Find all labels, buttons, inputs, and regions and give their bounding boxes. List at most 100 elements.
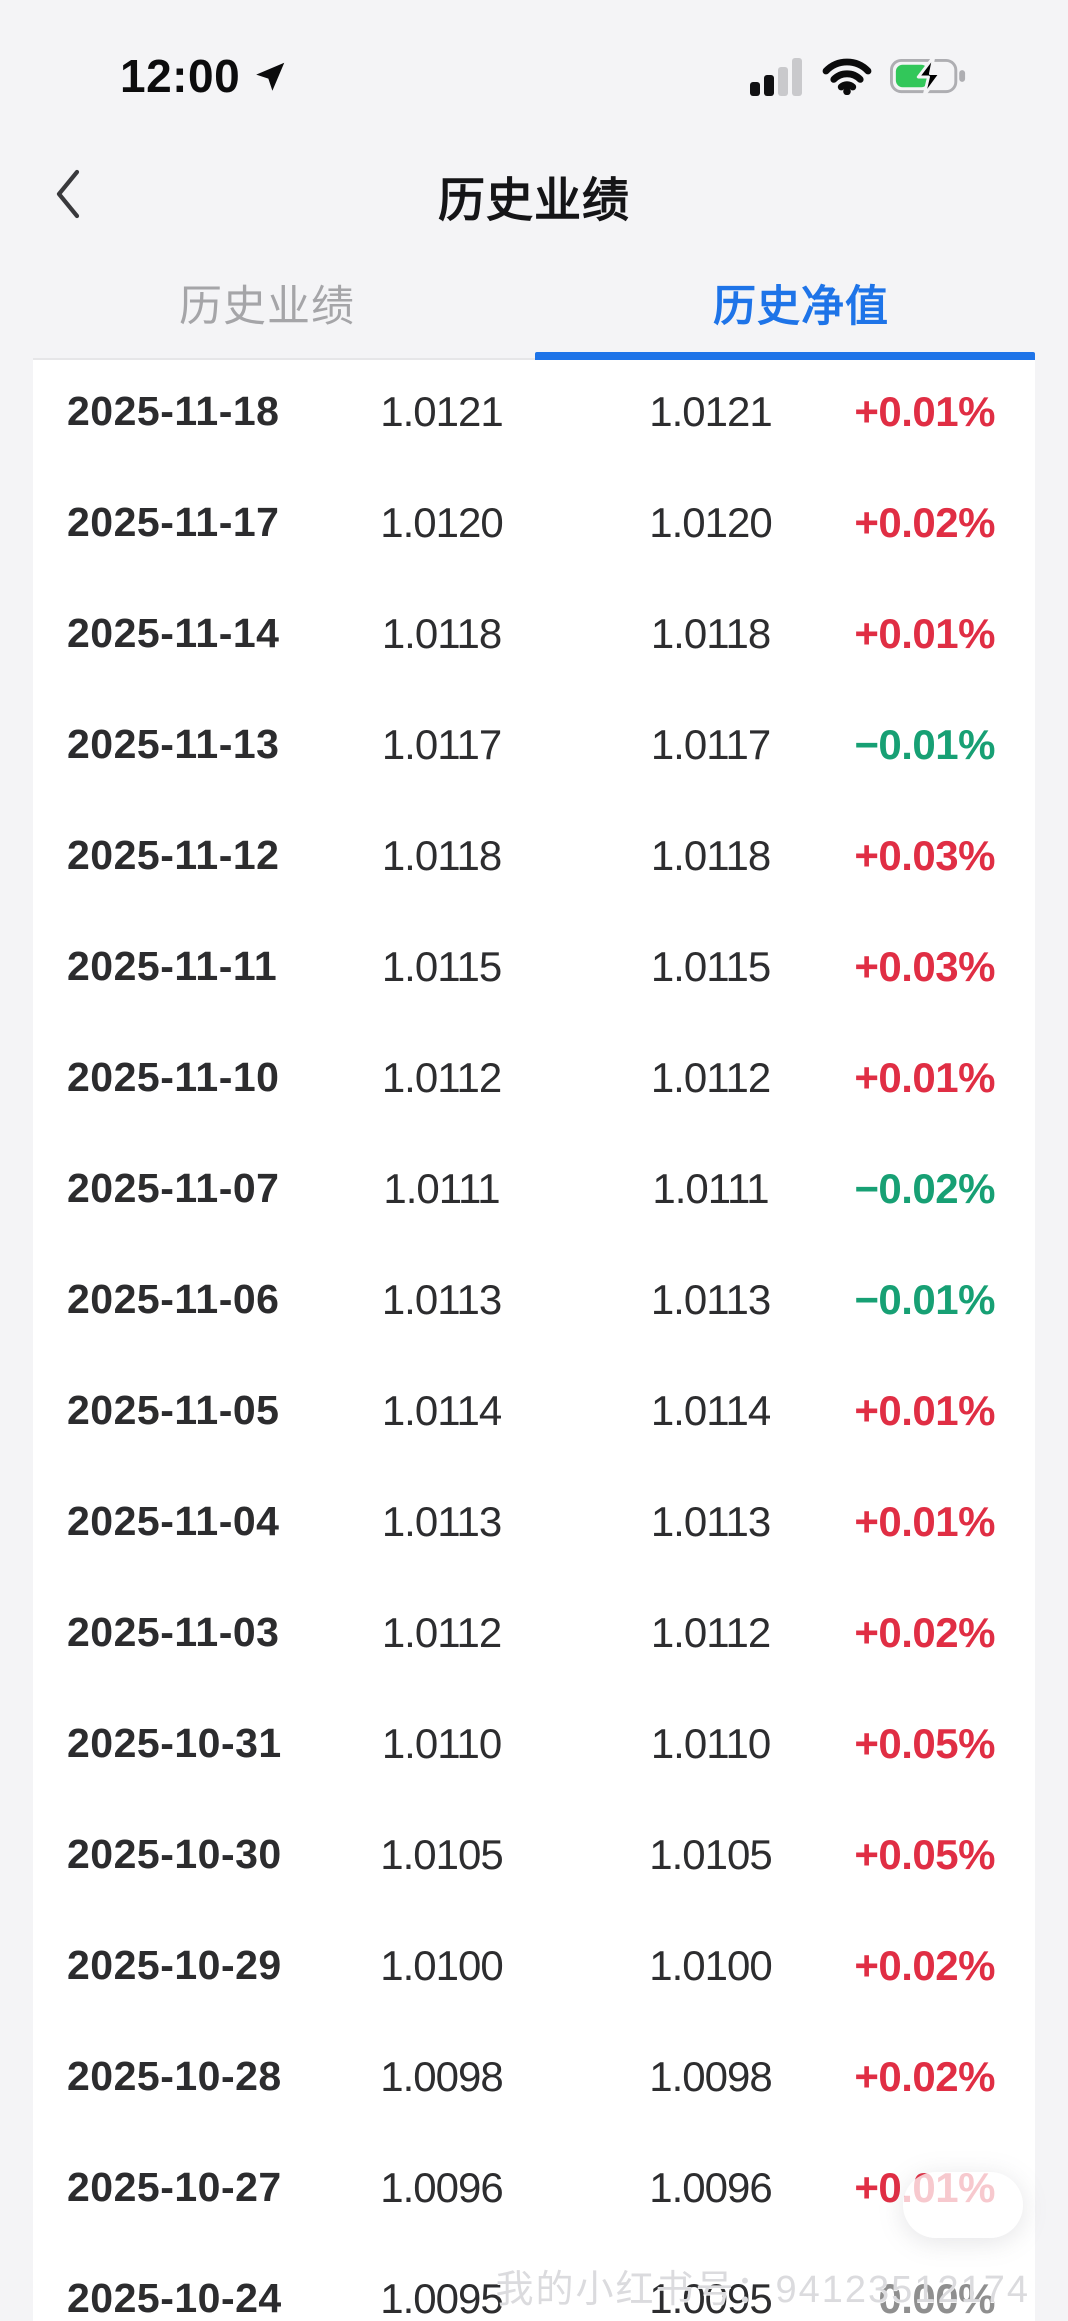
acc-nav-cell: 1.0096 [649,2163,772,2211]
table-row: 2025-11-17 1.0120 1.0120 +0.02% [33,467,1035,578]
date-cell: 2025-11-11 [67,943,278,989]
table-row: 2025-11-14 1.0118 1.0118 +0.01% [33,578,1035,689]
table-row: 2025-10-27 1.0096 1.0096 +0.01% [33,2132,1035,2243]
status-icons [750,44,968,108]
date-cell: 2025-11-04 [67,1498,280,1544]
date-cell: 2025-11-03 [67,1609,280,1655]
table-row: 2025-11-06 1.0113 1.0113 −0.01% [33,1244,1035,1355]
status-time: 12:00 [120,50,241,102]
table-row: 2025-11-07 1.0111 1.0111 −0.02% [33,1133,1035,1244]
nav-value-cell: 1.0100 [380,1941,503,1989]
page-title: 历史业绩 [438,173,630,227]
daily-change-cell: +0.01% [854,1053,995,1101]
daily-change-cell: +0.03% [854,831,995,879]
floating-widget[interactable] [903,2172,1023,2238]
nav-value-cell: 1.0121 [380,387,503,435]
date-cell: 2025-10-24 [67,2275,282,2321]
nav-bar: 历史业绩 [0,150,1068,242]
acc-nav-cell: 1.0112 [650,1053,771,1101]
tab-bottom-divider [33,358,1035,360]
nav-value-cell: 1.0113 [381,1497,502,1545]
date-cell: 2025-10-31 [67,1720,282,1766]
acc-nav-cell: 1.0110 [650,1719,771,1767]
nav-value-cell: 1.0098 [380,2052,503,2100]
nav-value-cell: 1.0111 [383,1164,500,1212]
wifi-icon [822,57,872,95]
daily-change-cell: −0.01% [854,1275,995,1323]
nav-value-cell: 1.0112 [381,1608,502,1656]
nav-value-cell: 1.0113 [381,1275,502,1323]
acc-nav-cell: 1.0115 [650,942,771,990]
location-arrow-icon [252,59,288,95]
date-cell: 2025-10-30 [67,1831,282,1877]
nav-value-cell: 1.0118 [381,609,502,657]
cellular-signal-icon [750,56,804,96]
daily-change-cell: 0.00% [878,2274,995,2321]
tab-history-performance[interactable]: 历史业绩 [179,283,355,331]
acc-nav-cell: 1.0118 [650,609,771,657]
nav-value-cell: 1.0114 [381,1386,502,1434]
date-cell: 2025-11-18 [67,388,280,434]
daily-change-cell: +0.01% [854,387,995,435]
acc-nav-cell: 1.0113 [650,1497,771,1545]
table-row: 2025-11-04 1.0113 1.0113 +0.01% [33,1466,1035,1577]
table-row: 2025-11-10 1.0112 1.0112 +0.01% [33,1022,1035,1133]
table-row: 2025-11-12 1.0118 1.0118 +0.03% [33,800,1035,911]
acc-nav-cell: 1.0112 [650,1608,771,1656]
table-row: 2025-10-31 1.0110 1.0110 +0.05% [33,1688,1035,1799]
active-tab-underline [535,352,1035,362]
nav-value-cell: 1.0096 [380,2163,503,2211]
table-row: 2025-11-13 1.0117 1.0117 −0.01% [33,689,1035,800]
daily-change-cell: +0.01% [854,1386,995,1434]
date-cell: 2025-10-27 [67,2164,282,2210]
daily-change-cell: +0.02% [854,2052,995,2100]
acc-nav-cell: 1.0095 [649,2274,772,2321]
table-row: 2025-10-30 1.0105 1.0105 +0.05% [33,1799,1035,1910]
daily-change-cell: −0.01% [854,720,995,768]
nav-value-cell: 1.0117 [381,720,502,768]
nav-value-cell: 1.0112 [381,1053,502,1101]
daily-change-cell: +0.02% [854,1608,995,1656]
nav-value-cell: 1.0118 [381,831,502,879]
daily-change-cell: +0.03% [854,942,995,990]
tab-history-nav[interactable]: 历史净值 [713,283,889,331]
daily-change-cell: +0.05% [854,1719,995,1767]
acc-nav-cell: 1.0120 [649,498,772,546]
nav-value-cell: 1.0120 [380,498,503,546]
table-row: 2025-11-05 1.0114 1.0114 +0.01% [33,1355,1035,1466]
nav-history-table: 2025-11-18 1.0121 1.0121 +0.01% 2025-11-… [33,360,1035,2321]
acc-nav-cell: 1.0100 [649,1941,772,1989]
daily-change-cell: +0.05% [854,1830,995,1878]
table-row: 2025-11-03 1.0112 1.0112 +0.02% [33,1577,1035,1688]
date-cell: 2025-11-12 [67,832,280,878]
daily-change-cell: −0.02% [854,1164,995,1212]
date-cell: 2025-11-14 [67,610,280,656]
battery-charging-icon [890,55,968,97]
back-button[interactable] [46,164,90,226]
table-row: 2025-11-11 1.0115 1.0115 +0.03% [33,911,1035,1022]
date-cell: 2025-10-29 [67,1942,282,1988]
daily-change-cell: +0.02% [854,1941,995,1989]
daily-change-cell: +0.02% [854,498,995,546]
date-cell: 2025-10-28 [67,2053,282,2099]
table-row: 2025-10-29 1.0100 1.0100 +0.02% [33,1910,1035,2021]
status-bar: 12:00 [0,44,1068,108]
acc-nav-cell: 1.0111 [652,1164,769,1212]
nav-value-cell: 1.0110 [381,1719,502,1767]
table-row: 2025-10-24 1.0095 1.0095 0.00% [33,2243,1035,2321]
date-cell: 2025-11-10 [67,1054,280,1100]
date-cell: 2025-11-17 [67,499,280,545]
tab-bar: 历史业绩 历史净值 [0,260,1068,346]
date-cell: 2025-11-05 [67,1387,280,1433]
table-body: 2025-11-18 1.0121 1.0121 +0.01% 2025-11-… [33,360,1035,2321]
acc-nav-cell: 1.0118 [650,831,771,879]
watermark-text: 我的小红书号：94123512174 [495,2269,1030,2311]
acc-nav-cell: 1.0098 [649,2052,772,2100]
nav-value-cell: 1.0095 [380,2274,503,2321]
date-cell: 2025-11-13 [67,721,280,767]
acc-nav-cell: 1.0117 [650,720,771,768]
acc-nav-cell: 1.0121 [649,387,772,435]
daily-change-cell: +0.01% [854,609,995,657]
acc-nav-cell: 1.0114 [650,1386,771,1434]
daily-change-cell: +0.01% [854,1497,995,1545]
